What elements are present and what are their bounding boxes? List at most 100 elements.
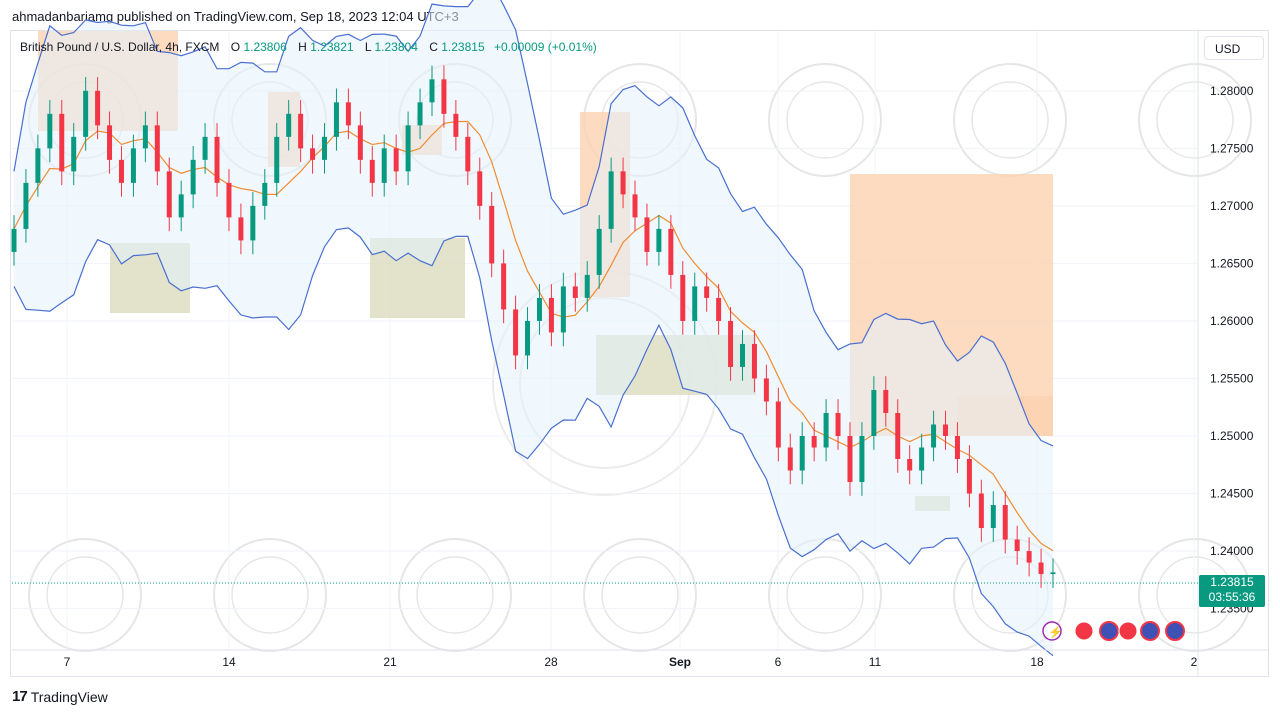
time-axis[interactable]: 7 14 21 28 Sep 6 11 18 2 [12,649,1268,669]
us-flag-icon[interactable] [1118,621,1138,641]
candle-body [1026,551,1032,563]
watermark-seal-inner [601,556,679,634]
candle-body [441,79,447,114]
watermark-seal [28,538,142,652]
event-icons[interactable]: ⚡ [1042,621,1185,641]
candle-body [548,297,554,333]
candle-body [345,102,351,126]
watermark-seal-inner [786,556,864,634]
candle-body [393,148,399,172]
open-label: O [230,40,241,54]
svg-text:⚡: ⚡ [1048,625,1063,639]
candle-body [608,171,614,229]
candle-body [990,505,996,529]
watermark-seal-inner [231,556,309,634]
candle-body [95,90,101,126]
candles [11,65,1056,588]
candle-body [417,102,423,126]
price-axis[interactable]: 1.28000 1.27500 1.27000 1.26500 1.26000 1.255… [1197,31,1254,676]
candle-body [1050,572,1056,575]
time-tick-label: 2 [1191,655,1198,669]
watermark-seal-inner [1156,81,1234,159]
candle-body [751,343,757,379]
candle-body [202,136,208,160]
candle-body [23,182,29,229]
watermark-seal [768,63,882,177]
candle-body [286,113,292,137]
watermark-seal [213,538,327,652]
candle-body [1002,505,1008,540]
candle-body [154,125,160,172]
lower-band [13,227,1054,657]
currency-button[interactable]: USD [1204,36,1264,60]
candle-body [226,182,232,218]
watermark-seal [583,538,697,652]
price-tick-label: 1.27500 [1210,141,1254,155]
candle-body [931,424,937,448]
time-tick-label: 11 [869,655,882,669]
candle-body [118,159,124,183]
candle-body [322,136,328,160]
change-value: +0.00009 (+0.01%) [493,40,597,54]
symbol-legend[interactable]: British Pound / U.S. Dollar, 4h, FXCM O … [20,40,597,54]
candle-body [572,286,578,298]
candle-body [799,435,805,471]
low-value: 1.23804 [374,40,418,54]
candle-body [310,148,316,160]
lightning-icon[interactable] [1042,621,1062,641]
candle-body [704,286,710,298]
price-tick-label: 1.25000 [1210,429,1254,443]
candle-body [513,309,519,356]
tradingview-logo-icon[interactable]: 17 [12,688,28,705]
chart-pane[interactable] [10,30,1269,677]
us-flag-icon[interactable] [1074,621,1094,641]
candle-body [429,79,435,103]
uk-flag-icon[interactable] [1165,621,1185,641]
candle-body [298,113,304,149]
candle-body [584,274,590,298]
watermark-seal-inner [786,81,864,159]
last-price-value: 1.23815 [1210,575,1254,589]
candle-body [369,159,375,183]
candle-body [178,194,184,218]
tradingview-brand[interactable]: TradingView [30,688,108,705]
candle-body [453,113,459,137]
moving-average [13,120,1054,552]
candle-body [680,274,686,321]
last-price-tag: 1.23815 03:55:36 [1199,575,1265,607]
candle-body [907,459,913,471]
footer[interactable]: 17 TradingView [12,688,108,705]
candle-body [716,297,722,321]
candle-body [130,148,136,183]
candle-body [47,113,53,149]
open-value: 1.23806 [243,40,287,54]
uk-flag-icon[interactable] [1140,621,1160,641]
watermark-seal [953,63,1067,177]
price-tick-label: 1.27000 [1210,199,1254,213]
candle-body [35,148,41,183]
candle-body [142,125,148,149]
candle-body [381,148,387,183]
watermark-seal [1138,63,1252,177]
close-value: 1.23815 [441,40,485,54]
watermark-seal [398,538,512,652]
uk-flag-icon[interactable] [1099,621,1119,641]
time-tick-label: Sep [669,655,691,669]
candle-body [501,263,507,310]
candle-body [596,228,602,275]
candle-body [536,297,542,321]
candle-body [978,493,984,529]
candle-body [333,102,339,137]
candle-body [238,217,244,241]
candle-body [620,171,626,195]
candle-body [656,228,662,252]
candle-body [262,182,268,206]
candle-body [274,136,280,183]
candle-body [214,136,220,183]
watermark-seal-inner [971,81,1049,159]
candle-body [1014,539,1020,552]
published-info: ahmadanbariamg published on TradingView.… [12,9,459,24]
time-tick-label: 7 [64,655,71,669]
watermark-seal [768,538,882,652]
